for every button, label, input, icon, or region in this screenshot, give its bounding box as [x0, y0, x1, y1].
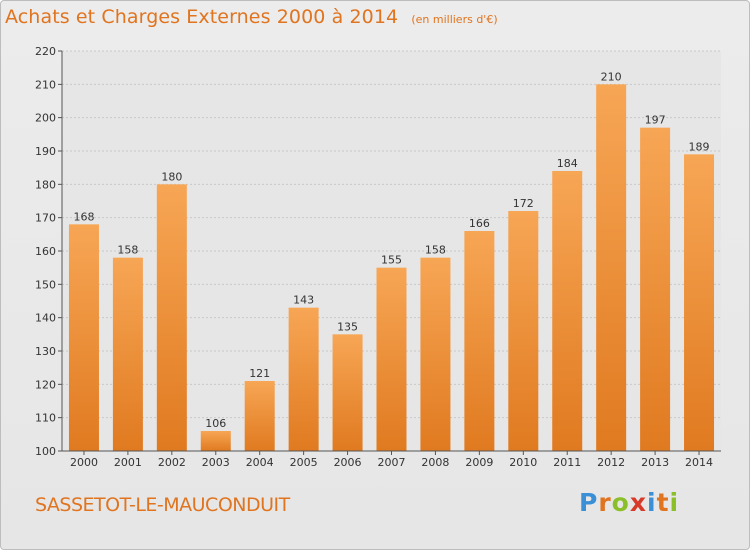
x-tick-label: 2001	[114, 456, 142, 469]
data-label: 166	[469, 217, 490, 230]
x-tick-label: 2009	[465, 456, 493, 469]
bar-2014	[684, 154, 715, 452]
y-tick-label: 160	[35, 245, 56, 258]
x-tick-label: 2014	[685, 456, 713, 469]
y-tick-label: 200	[35, 112, 56, 125]
y-tick-label: 180	[35, 178, 56, 191]
data-label: 210	[601, 70, 622, 83]
x-tick-label: 2012	[597, 456, 625, 469]
logo-letter: t	[656, 488, 670, 517]
bar-layer: 168 158 180 106 121 143 135 155 158 166 172 184 210 1…	[68, 70, 715, 452]
y-tick-label: 100	[35, 445, 56, 458]
data-label: 197	[645, 114, 666, 127]
y-tick-label: 120	[35, 378, 56, 391]
data-label: 184	[557, 157, 578, 170]
bar-2001	[112, 257, 143, 451]
x-tick-label: 2008	[421, 456, 449, 469]
bar-2008	[420, 257, 451, 451]
y-tick-label: 110	[35, 412, 56, 425]
x-tick-label: 2013	[641, 456, 669, 469]
logo-letter: x	[629, 488, 647, 517]
x-tick-label: 2004	[246, 456, 274, 469]
data-label: 168	[73, 210, 94, 223]
title-row: Achats et Charges Externes 2000 à 2014 (…	[5, 6, 498, 28]
x-tick-label: 2002	[158, 456, 186, 469]
x-tick-label: 2011	[553, 456, 581, 469]
proxiti-logo: Proxiti	[579, 488, 679, 517]
logo-letter: P	[579, 488, 599, 517]
bar-2004	[244, 381, 275, 451]
bar-2007	[376, 267, 407, 451]
data-label: 135	[337, 320, 358, 333]
bar-2003	[200, 431, 231, 451]
y-tick-label: 150	[35, 278, 56, 291]
city-name: SASSETOT-LE-MAUCONDUIT	[35, 494, 290, 516]
data-label: 155	[381, 254, 402, 267]
x-tick-label: 2010	[509, 456, 537, 469]
x-tick-label: 2003	[202, 456, 230, 469]
chart-unit: (en milliers d'€)	[411, 13, 498, 26]
bar-2012	[596, 84, 627, 451]
data-label: 106	[205, 417, 226, 430]
bar-2010	[508, 211, 539, 451]
data-label: 143	[293, 294, 314, 307]
x-tick-label: 2007	[378, 456, 406, 469]
chart-title: Achats et Charges Externes 2000 à 2014	[5, 6, 399, 28]
bar-2009	[464, 231, 495, 451]
x-tick-label: 2005	[290, 456, 318, 469]
y-tick-label: 130	[35, 345, 56, 358]
logo-letter: i	[647, 488, 657, 517]
bar-2005	[288, 307, 319, 451]
data-label: 121	[249, 367, 270, 380]
data-label: 189	[689, 140, 710, 153]
data-label: 180	[161, 170, 182, 183]
bar-2011	[552, 171, 583, 451]
x-tick-label: 2006	[334, 456, 362, 469]
data-label: 158	[425, 244, 446, 257]
bar-2002	[156, 184, 187, 452]
logo-letter: r	[598, 488, 612, 517]
bar-2000	[68, 224, 99, 451]
y-tick-label: 220	[35, 45, 56, 58]
logo-letter: o	[611, 488, 630, 517]
y-tick-label: 140	[35, 312, 56, 325]
bar-2006	[332, 334, 363, 451]
axis-layer: 100 110 120 130 140 150 160 170 180 190 200 210 220 2…	[35, 45, 721, 469]
x-tick-label: 2000	[70, 456, 98, 469]
y-tick-label: 210	[35, 78, 56, 91]
bar-2013	[640, 127, 671, 452]
y-tick-label: 190	[35, 145, 56, 158]
logo-letter: i	[669, 488, 680, 517]
data-label: 172	[513, 197, 534, 210]
y-tick-label: 170	[35, 212, 56, 225]
data-label: 158	[117, 244, 138, 257]
